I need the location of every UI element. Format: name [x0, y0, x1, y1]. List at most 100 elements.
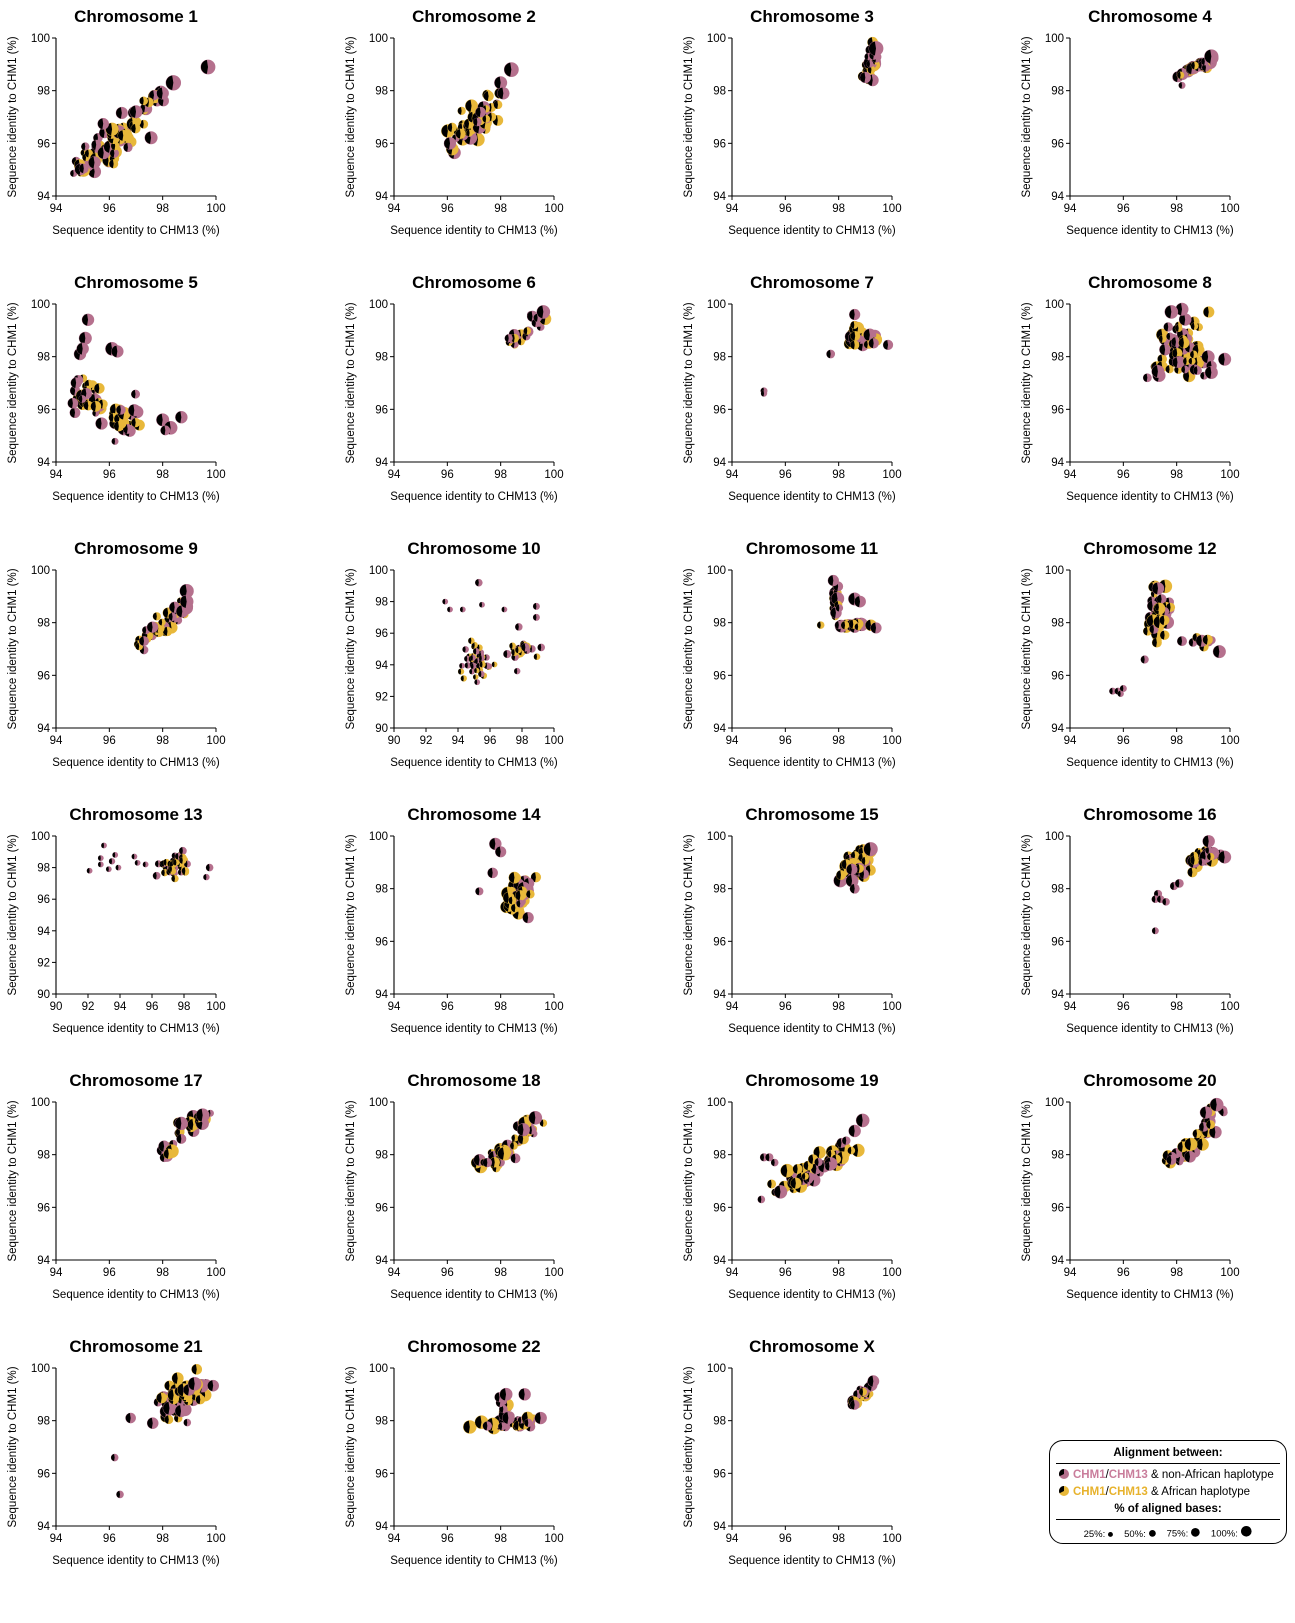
data-point	[855, 1113, 870, 1128]
y-tick-label: 94	[1051, 457, 1064, 469]
x-axis-label: Sequence identity to CHM13 (%)	[52, 1289, 220, 1301]
x-tick-label: 96	[103, 469, 116, 481]
data-point	[131, 853, 138, 860]
data-point	[1202, 634, 1213, 645]
y-tick-label: 96	[375, 936, 388, 948]
y-tick-label: 100	[369, 831, 388, 843]
data-point	[847, 1146, 856, 1155]
data-point	[854, 623, 862, 631]
y-tick-label: 94	[713, 1521, 726, 1533]
data-point	[139, 96, 149, 106]
x-tick-label: 98	[156, 1267, 169, 1279]
data-point	[112, 852, 119, 858]
y-tick-label: 98	[1051, 618, 1064, 630]
y-tick-label: 96	[713, 670, 726, 682]
panel-title: Chromosome 9	[74, 539, 198, 558]
data-point	[525, 889, 535, 899]
data-point	[522, 911, 534, 924]
panel-title: Chromosome 8	[1088, 273, 1212, 292]
chromosome-panel: Chromosome 3 94 96 98 100 94 96 98 100 Sequence i…	[676, 0, 1016, 262]
data-point	[175, 411, 188, 424]
panel-title: Chromosome 14	[407, 805, 541, 824]
data-point	[111, 345, 124, 358]
y-tick-label: 94	[375, 191, 388, 203]
data-point	[1189, 350, 1198, 359]
y-tick-label: 94	[1051, 723, 1064, 735]
data-point	[835, 604, 844, 612]
legend-non-african-text: & non-African haplotype	[1147, 1469, 1274, 1481]
panel-title: Chromosome 7	[750, 273, 874, 292]
chromosome-panel: Chromosome 18 94 96 98 100 94 96 98 100 Sequence …	[338, 1064, 678, 1326]
data-point	[178, 846, 187, 855]
data-point	[171, 874, 179, 883]
data-point	[97, 118, 109, 130]
data-point	[497, 87, 510, 100]
y-tick-label: 94	[37, 1521, 50, 1533]
y-tick-label: 96	[37, 404, 50, 416]
x-tick-label: 94	[1064, 735, 1077, 747]
x-tick-label: 92	[420, 735, 433, 747]
y-tick-label: 96	[1051, 138, 1064, 150]
data-point	[767, 1179, 777, 1189]
x-axis-label: Sequence identity to CHM13 (%)	[390, 757, 558, 769]
data-point	[146, 621, 159, 633]
y-tick-label: 94	[375, 989, 388, 1001]
data-point	[464, 662, 472, 669]
y-axis-label: Sequence identity to CHM1 (%)	[1021, 36, 1033, 197]
legend-chm13-label: CHM13	[1108, 1469, 1148, 1481]
x-tick-label: 92	[82, 1001, 95, 1013]
legend-divider	[1056, 1519, 1280, 1520]
y-tick-label: 96	[37, 138, 50, 150]
y-tick-label: 100	[31, 831, 50, 843]
data-point	[81, 142, 90, 151]
data-point	[508, 896, 517, 905]
y-axis-label: Sequence identity to CHM1 (%)	[7, 302, 19, 463]
scatter-plot: Chromosome 18 94 96 98 100 94 96 98 100 Sequence …	[345, 1071, 564, 1301]
data-point	[179, 594, 194, 609]
y-tick-label: 96	[713, 1202, 726, 1214]
data-point	[1218, 850, 1232, 864]
data-point	[191, 1363, 203, 1375]
y-axis-label: Sequence identity to CHM1 (%)	[683, 1366, 695, 1527]
data-point	[854, 595, 866, 608]
x-tick-label: 94	[726, 203, 739, 215]
scatter-plot: Chromosome 15 94 96 98 100 94 96 98 100 Sequence …	[683, 805, 902, 1035]
scatter-plot: Chromosome 7 94 96 98 100 94 96 98 100 Sequence i…	[683, 273, 902, 503]
data-point	[1178, 81, 1186, 89]
data-point	[478, 670, 485, 678]
data-point	[867, 1375, 880, 1388]
data-point	[447, 122, 457, 133]
x-tick-label: 94	[50, 469, 63, 481]
scatter-plot: Chromosome X 94 96 98 100 94 96 98 100 Sequence i…	[683, 1337, 902, 1567]
chromosome-panel: Chromosome 21 94 96 98 100 94 96 98 100 Sequence …	[0, 1330, 340, 1592]
data-point	[757, 1195, 766, 1204]
x-tick-label: 100	[1220, 203, 1239, 215]
data-point	[1154, 602, 1164, 612]
x-axis-label: Sequence identity to CHM13 (%)	[52, 757, 220, 769]
data-point	[515, 623, 523, 631]
data-point	[868, 41, 884, 56]
scatter-plot: Chromosome 20 94 96 98 100 94 96 98 100 Sequence …	[1021, 1071, 1240, 1301]
data-point	[482, 1157, 493, 1168]
chromosome-panel: Chromosome 9 94 96 98 100 94 96 98 100 Sequence i…	[0, 532, 340, 794]
y-tick-label: 90	[37, 989, 50, 1001]
y-tick-label: 94	[1051, 191, 1064, 203]
y-tick-label: 100	[1045, 831, 1064, 843]
chromosome-panel: Chromosome 6 94 96 98 100 94 96 98 100 Sequence i…	[338, 266, 678, 528]
legend-separator: /	[1105, 1469, 1109, 1481]
data-point	[1178, 337, 1190, 349]
data-point	[790, 1177, 802, 1189]
y-tick-label: 96	[1051, 670, 1064, 682]
y-axis-label: Sequence identity to CHM1 (%)	[345, 1366, 357, 1527]
legend-divider	[1056, 1463, 1280, 1464]
data-points	[847, 1375, 880, 1410]
data-point	[69, 407, 81, 419]
data-point	[1151, 637, 1162, 648]
y-tick-label: 96	[375, 1468, 388, 1480]
data-points	[833, 842, 878, 894]
data-point	[478, 655, 485, 662]
y-tick-label: 98	[1051, 884, 1064, 896]
data-point	[130, 123, 141, 134]
x-tick-label: 100	[1220, 1001, 1239, 1013]
data-point	[497, 1147, 511, 1161]
